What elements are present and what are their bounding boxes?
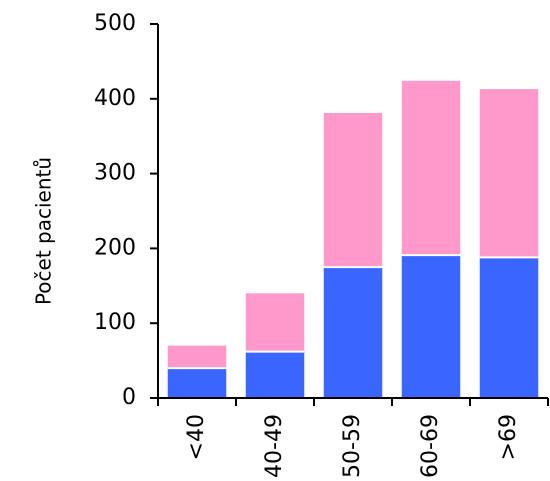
x-tick-label: <40 (184, 414, 209, 460)
x-tick-label: >69 (496, 414, 521, 460)
x-tick-label: 40-49 (262, 414, 287, 478)
x-tick-label: 60-69 (418, 414, 443, 478)
bar-segment-2-4 (479, 89, 539, 258)
y-tick-label: 500 (94, 11, 136, 36)
bar-segment-1-2 (323, 267, 383, 398)
bar-segment-1-3 (401, 255, 461, 398)
y-tick-label: 200 (94, 235, 136, 260)
y-tick-label: 100 (94, 310, 136, 335)
y-tick-label: 300 (94, 161, 136, 186)
bar-segment-1-1 (245, 351, 305, 398)
bar-segment-2-1 (245, 293, 305, 352)
bars-group (167, 80, 539, 398)
axes-group: 0 100 200 300 400 500 <40 40-49 50-59 60-69 >69 (94, 11, 549, 478)
x-tick-label: 50-59 (340, 414, 365, 478)
y-axis-title: Počet pacientů (32, 157, 56, 305)
y-tick-label: 400 (94, 86, 136, 111)
bar-segment-2-2 (323, 113, 383, 268)
y-tick-label: 0 (122, 385, 136, 410)
bar-segment-1-4 (479, 257, 539, 398)
bar-segment-1-0 (167, 368, 227, 398)
bar-segment-2-0 (167, 345, 227, 369)
bar-segment-2-3 (401, 80, 461, 256)
